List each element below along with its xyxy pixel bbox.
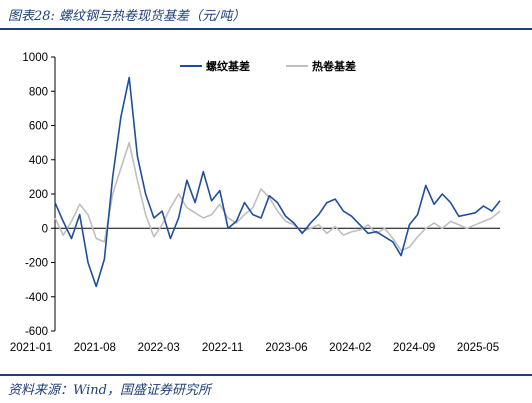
x-tick-label: 2025-05 [457,342,499,354]
y-tick-label: -600 [25,326,48,338]
title-rule [0,28,532,30]
y-tick-label: -200 [25,258,48,270]
figure-title: 图表28: 螺纹钢与热卷现货基差（元/吨） [8,9,246,24]
series-layer [54,76,501,288]
y-tick-label: 200 [29,189,48,201]
y-tick-label: 800 [29,86,48,98]
x-tick-label: 2023-06 [265,342,307,354]
y-tick-label: 600 [29,121,48,133]
x-tick-label: 2021-08 [74,342,116,354]
chart-legend: 螺纹基差 热卷基差 [180,59,356,73]
source-note: 资料来源：Wind，国盛证券研究所 [8,383,211,398]
legend-label: 螺纹基差 [206,59,250,73]
series-line-hrc [54,141,501,252]
y-tick-label: 400 [29,155,48,167]
x-tick-label: 2024-02 [329,342,371,354]
y-tick-label: 1000 [22,52,48,64]
x-tick-label: 2022-11 [202,342,243,354]
x-tick-label: 2022-03 [138,342,180,354]
source-rule [0,374,532,376]
x-tick-label: 2021-01 [10,342,52,354]
series-line-rebar [54,76,501,288]
y-tick-label: 0 [42,223,48,235]
chart-axes: 1000 800 600 400 200 0 -200 -400 -600 2021-01 2021… [10,52,500,354]
y-tick-label: -400 [25,292,48,304]
legend-label: 热卷基差 [312,59,356,73]
x-tick-label: 2024-09 [393,342,435,354]
